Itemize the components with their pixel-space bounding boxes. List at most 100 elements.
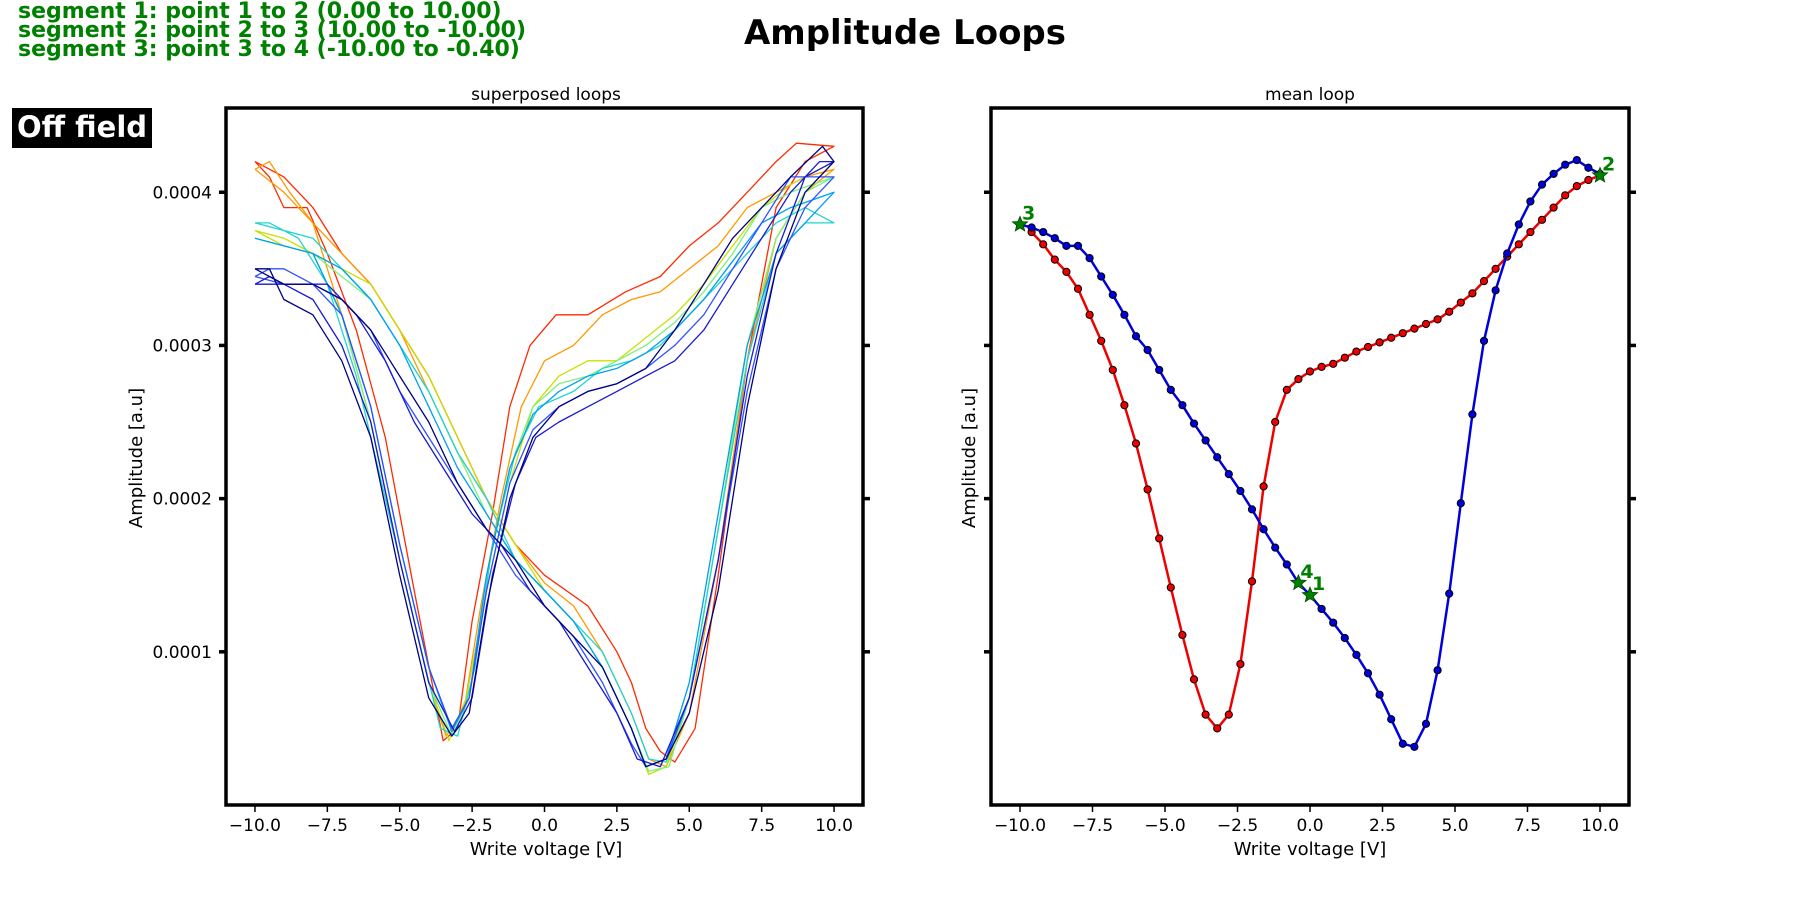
right-series-point	[1352, 650, 1361, 659]
right-series-point	[1236, 486, 1245, 496]
right-series-point	[1120, 401, 1129, 410]
right-series-point	[1491, 264, 1500, 273]
right-xtick-label: 7.5	[1514, 816, 1541, 836]
segment-line-1: segment 1: point 1 to 2 (0.00 to 10.00)	[18, 0, 502, 24]
right-series-point	[1155, 534, 1164, 543]
left-panel-title: superposed loops	[471, 85, 621, 105]
left-series-line	[254, 142, 835, 763]
right-series-line	[1019, 158, 1601, 749]
superposed-loops-panel: superposed loops Write voltage [V] Ampli…	[126, 85, 870, 860]
right-series-point	[1143, 345, 1152, 355]
right-series-point	[1549, 169, 1558, 178]
right-series-point	[1213, 724, 1222, 733]
right-series-point	[1537, 215, 1547, 224]
right-series-point	[1584, 163, 1593, 172]
marker-star-4	[1289, 573, 1308, 591]
marker-label-4: 4	[1300, 561, 1313, 583]
left-ytick-label: 0.0001	[153, 643, 212, 663]
right-series-point	[1282, 385, 1291, 394]
left-series-line	[254, 206, 835, 763]
left-series-line	[254, 145, 835, 768]
right-series-point	[1445, 307, 1454, 316]
right-plot-area: −10.0 −7.5 −5.0 −2.5 0.0 2.5 5.0 7.5 10.0 1 2 3 4	[984, 153, 1636, 836]
right-series-point	[1433, 315, 1442, 324]
left-xtick-label: −5.0	[379, 816, 420, 836]
right-series-point	[1491, 286, 1500, 295]
right-series-point	[1421, 319, 1431, 329]
right-series-point	[1456, 499, 1465, 508]
right-series-point	[1166, 583, 1175, 592]
right-series-point	[1387, 715, 1396, 724]
left-xtick-label: −2.5	[451, 816, 492, 836]
right-series-point	[1073, 241, 1083, 250]
right-series-point	[1375, 690, 1384, 699]
right-series-point	[1329, 359, 1338, 368]
right-series-point	[1027, 223, 1036, 232]
right-series-point	[1398, 739, 1407, 748]
right-xtick-label: 0.0	[1296, 816, 1323, 836]
right-series-point	[1340, 353, 1349, 362]
right-series-point	[1421, 719, 1431, 728]
right-series-point	[1433, 666, 1442, 675]
right-series-point	[1363, 342, 1373, 352]
right-series-point	[1178, 630, 1187, 640]
right-xlabel: Write voltage [V]	[1234, 839, 1387, 860]
right-series-point	[1317, 362, 1326, 371]
right-series-point	[1062, 267, 1071, 277]
right-series-point	[1085, 254, 1094, 263]
left-ytick-label: 0.0002	[153, 490, 212, 510]
right-series-point	[1282, 560, 1291, 569]
left-ytick-label: 0.0004	[153, 183, 212, 203]
right-series-point	[1445, 589, 1454, 598]
right-series-point	[1224, 710, 1233, 719]
right-xtick-label: −10.0	[994, 816, 1046, 836]
right-series-point	[1259, 482, 1268, 491]
mean-loop-panel: mean loop Write voltage [V] Amplitude [a…	[959, 85, 1636, 860]
right-ylabel: Amplitude [a.u]	[959, 388, 980, 528]
right-series-point	[1514, 220, 1523, 229]
right-series-point	[1097, 336, 1106, 345]
right-xtick-label: 10.0	[1581, 816, 1619, 836]
marker-label-3: 3	[1022, 202, 1035, 224]
left-series-line	[254, 176, 835, 772]
right-series-point	[1363, 669, 1373, 678]
right-xtick-label: −5.0	[1144, 816, 1185, 836]
right-series-point	[1108, 290, 1117, 299]
right-series-point	[1479, 336, 1489, 345]
right-series-point	[1247, 577, 1257, 586]
left-plot-area: −10.0 −7.5 −5.0 −2.5 0.0 2.5 5.0 7.5 10.0 0.0001 0…	[153, 142, 870, 836]
right-xtick-label: 5.0	[1441, 816, 1468, 836]
right-series-point	[1456, 298, 1465, 307]
left-ylabel: Amplitude [a.u]	[126, 388, 147, 528]
right-series-point	[1073, 284, 1083, 293]
right-series-point	[1131, 332, 1141, 341]
left-xtick-label: 0.0	[531, 816, 558, 836]
segment-line-2: segment 2: point 2 to 3 (10.00 to -10.00…	[18, 18, 526, 43]
right-series-point	[1340, 633, 1349, 643]
right-series-point	[1039, 227, 1048, 237]
right-series-point	[1317, 604, 1326, 614]
right-series-point	[1189, 675, 1199, 684]
right-series-point	[1375, 338, 1384, 347]
right-panel-title: mean loop	[1265, 85, 1355, 105]
right-series-point	[1561, 160, 1570, 169]
left-xlabel: Write voltage [V]	[470, 839, 623, 860]
left-xtick-label: −7.5	[307, 816, 348, 836]
right-series-line	[1030, 174, 1601, 730]
right-axes-frame	[989, 106, 1631, 807]
right-series-point	[1166, 385, 1175, 394]
left-xtick-label: 2.5	[603, 816, 630, 836]
right-xtick-label: 2.5	[1369, 816, 1396, 836]
right-series-point	[1062, 241, 1071, 250]
marker-star-3	[1011, 215, 1029, 232]
segment-line-3: segment 3: point 3 to 4 (-10.00 to -0.40…	[18, 37, 520, 62]
figure-title: Amplitude Loops	[744, 13, 1066, 53]
right-series-point	[1305, 367, 1315, 376]
right-series-point	[1271, 543, 1280, 552]
marker-label-1: 1	[1312, 573, 1325, 595]
marker-label-2: 2	[1602, 153, 1615, 175]
right-series-point	[1085, 310, 1094, 319]
right-series-point	[1271, 417, 1280, 427]
right-series-point	[1561, 191, 1570, 200]
